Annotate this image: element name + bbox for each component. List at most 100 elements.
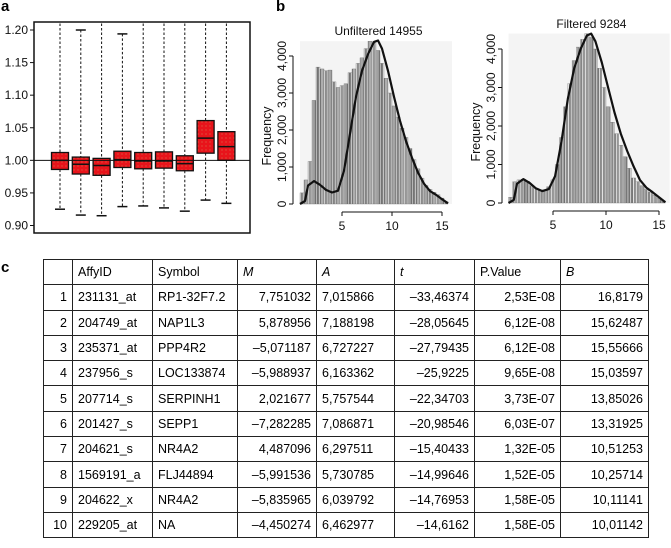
histogram-bar: [387, 92, 390, 205]
cell-t-value: –14,6162: [394, 511, 475, 539]
histogram-bar: [532, 185, 535, 204]
histogram-bar: [562, 137, 564, 204]
y-tick-label: 1.05: [5, 121, 29, 135]
histogram-bar: [394, 105, 397, 205]
histogram-bar: [377, 50, 379, 205]
histogram-bar: [651, 192, 653, 204]
histogram-bar: [366, 48, 369, 205]
histogram-bar: [584, 33, 587, 204]
cell-m-value: –5,988937: [237, 360, 317, 387]
histogram-bar: [636, 181, 639, 204]
cell-p-value: 6,12E-08: [474, 309, 561, 336]
cell-t-value: –14,99646: [394, 461, 475, 488]
histogram-bar: [543, 189, 546, 204]
cell-affy-id: 204622_x: [72, 486, 153, 513]
cell-gene-symbol: NR4A2: [152, 486, 238, 513]
histogram-bar: [539, 190, 542, 204]
cell-t-value: –15,40433: [394, 436, 475, 463]
histogram-bar: [322, 68, 325, 205]
box: [71, 156, 90, 175]
cell-affy-id: 231131_at: [72, 284, 153, 311]
cell-affy-id: 204621_s: [72, 436, 153, 463]
cell-b-value: 13,85026: [560, 385, 649, 412]
histogram-bar: [371, 41, 374, 205]
cell-b-value: 13,31925: [560, 410, 649, 438]
table-row: 7 204621_s NR4A2 4,487096 6,297511 –15,40433 1…: [43, 436, 649, 463]
histogram-bar: [627, 168, 629, 204]
histogram-bar: [405, 137, 407, 205]
histogram-bar: [646, 189, 649, 204]
histogram-bar: [313, 100, 315, 205]
cell-gene-symbol: NA: [152, 511, 238, 539]
histogram-bar: [569, 83, 571, 204]
cell-p-value: 9,65E-08: [474, 360, 561, 387]
cell-row-index: 2: [43, 309, 73, 336]
column-header-symbol: Symbol: [152, 258, 238, 286]
cell-t-value: –22,34703: [394, 385, 475, 412]
histogram-bar: [605, 106, 608, 204]
cell-gene-symbol: SEPP1: [152, 410, 238, 438]
histogram-bar: [578, 46, 581, 204]
histogram-bar: [362, 57, 365, 205]
histogram-bar: [383, 78, 386, 205]
histogram-bar: [570, 83, 573, 204]
histogram-bar: [386, 78, 389, 205]
y-tick-label: 0: [275, 200, 289, 207]
histogram-title: Unfiltered 14955: [334, 24, 422, 38]
cell-m-value: 7,751032: [237, 284, 317, 311]
y-tick-label: 1.15: [5, 56, 29, 70]
histogram-bar: [619, 145, 622, 204]
histogram-bar: [369, 41, 371, 205]
histogram-title: Filtered 9284: [556, 17, 626, 31]
histogram-bar: [648, 192, 650, 204]
histogram-bar: [615, 133, 618, 204]
cell-m-value: –5,991536: [237, 461, 317, 488]
cell-gene-symbol: RP1-32F7.2: [152, 284, 238, 311]
histogram-bar: [341, 85, 343, 205]
histogram-bar: [545, 189, 547, 204]
cell-a-value: 6,039792: [316, 486, 395, 513]
cell-t-value: –27,79435: [394, 334, 475, 362]
histogram-bar: [625, 156, 628, 204]
cell-a-value: 6,297511: [316, 436, 395, 463]
results-table: AffyID Symbol M A t P.Value B 1 231131_at…: [43, 258, 649, 539]
column-header-pvalue: P.Value: [474, 258, 561, 286]
histogram-bar: [343, 83, 346, 205]
histogram-bar: [639, 185, 642, 204]
histogram-bar: [598, 68, 601, 204]
column-header-t: t: [394, 258, 475, 286]
y-tick-label: 0.90: [5, 219, 29, 233]
histogram-bar: [415, 168, 418, 205]
histogram-bar: [401, 127, 403, 205]
column-header-b: B: [560, 258, 649, 286]
y-tick-label: 2,000: [484, 111, 498, 141]
histogram-bar: [641, 185, 643, 204]
boxplot-chart: 0.90 0.95 1.00 1.05 1.10 1.15 1.20: [5, 21, 251, 234]
cell-t-value: –25,9225: [394, 360, 475, 387]
histogram-bar: [402, 127, 405, 205]
x-tick-label: 15: [652, 218, 666, 232]
histogram-bar: [610, 122, 612, 204]
cell-affy-id: 237956_s: [72, 360, 153, 387]
panel-label-a: a: [1, 0, 10, 15]
histogram-bar: [590, 37, 593, 204]
histogram-bar: [540, 190, 543, 204]
y-tick-label: 3,000: [275, 78, 289, 108]
histogram-bar: [329, 69, 331, 205]
y-tick-label: 4,000: [484, 34, 498, 64]
column-header-index: [43, 258, 73, 286]
table-row: 3 235371_at PPP4R2 –5,071187 6,727227 –27,794…: [43, 334, 649, 362]
histogram-bar: [624, 156, 626, 204]
column-header-m: M: [237, 258, 317, 286]
histogram-bar: [608, 106, 611, 204]
histogram-bar: [330, 69, 333, 205]
panel-label-c: c: [1, 259, 10, 276]
cell-m-value: –5,071187: [237, 334, 317, 362]
histogram-bar: [617, 133, 619, 204]
y-tick-label: 1.10: [5, 88, 29, 102]
y-tick-label: 2,000: [275, 115, 289, 145]
x-tick-label: 10: [599, 218, 613, 232]
histogram-bar: [621, 145, 624, 204]
histogram-bar: [389, 92, 391, 205]
cell-p-value: 1,32E-05: [474, 436, 561, 463]
